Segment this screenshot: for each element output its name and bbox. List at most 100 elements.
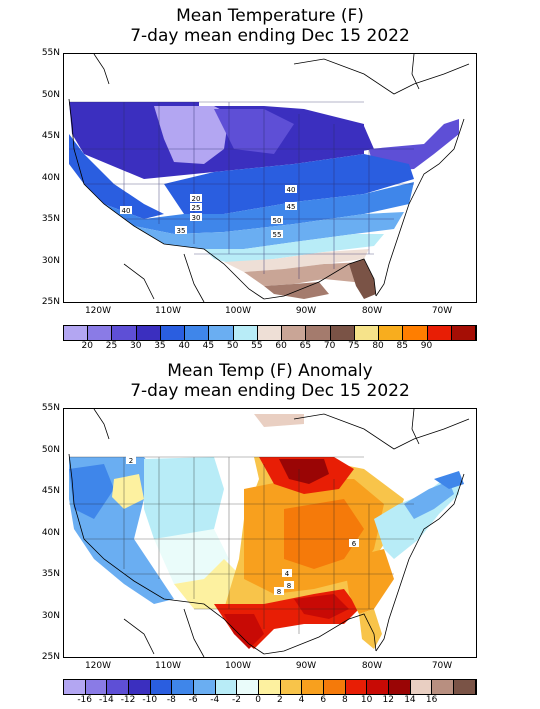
panel2-colorbar-swatch (324, 680, 346, 694)
panel1-lon-label: 100W (224, 306, 252, 316)
panel1-colorbar-label: 55 (251, 341, 263, 351)
panel1-lon-label: 110W (154, 306, 182, 316)
panel2-lon-label: 110W (154, 661, 182, 671)
panel2-lat-label: 45N (41, 486, 60, 496)
panel1-colorbar-label: 90 (420, 341, 433, 351)
panel1-colorbar-label: 30 (129, 341, 142, 351)
panel2-colorbar-swatch (432, 680, 455, 694)
p1-band-south-cyan (204, 234, 384, 264)
p1-band-south-pink (224, 249, 369, 272)
panel2-colorbar-swatch (64, 680, 86, 694)
panel1-colorbar-swatch (136, 326, 161, 340)
panel1-lon-label: 90W (295, 306, 317, 316)
panel1-colorbar-label: 60 (275, 341, 287, 351)
p2-contour-label-4: 4 (285, 570, 290, 578)
panel2-colorbar-label: 14 (404, 695, 416, 705)
p2-region-idaho-yellow (112, 474, 144, 509)
panel1-lon-label: 120W (84, 306, 112, 316)
panel2-colorbar-label: 8 (342, 695, 348, 705)
p1-band-greatlakes (304, 114, 374, 154)
panel2-colorbar-label: -14 (99, 695, 114, 705)
panel2-lon-label: 90W (295, 661, 317, 671)
panel2-colorbar-swatch (280, 680, 303, 694)
p1-band-northeast (369, 119, 459, 172)
panel2-colorbar-swatch (85, 680, 108, 694)
panel1-colorbar-swatch (354, 326, 380, 340)
panel2-map-svg: 2 6 4 8 8 (68, 409, 470, 657)
p1-band-florida (349, 259, 376, 299)
p1-contour-label-25: 25 (192, 204, 201, 212)
panel1-lat-label: 40N (41, 172, 60, 183)
panel2-title-line1: Mean Temp (F) Anomaly (167, 361, 373, 381)
panel1-colorbar-swatch (451, 326, 476, 340)
p2-region-southwest-yellow (174, 559, 239, 609)
panel1-colorbar-label: 20 (81, 341, 93, 351)
p2-region-rockies-lightblue (144, 457, 224, 549)
p1-band-southwest-skyblue (134, 212, 404, 249)
panel2-colorbar-swatch (410, 680, 433, 694)
panel1-colorbar-swatch (282, 326, 307, 340)
panel1-colorbar-label: 50 (226, 341, 239, 351)
panel2-lat-label: 50N (41, 444, 60, 455)
panel2-colorbar-swatch (259, 680, 281, 694)
p1-band-mid-lightblue (104, 182, 414, 234)
panel1-lat-label: 30N (41, 255, 60, 266)
panel2-colorbar-swatch (172, 680, 195, 694)
panel1-lat-label: 45N (41, 131, 60, 141)
panel2-colorbar-swatch (367, 680, 390, 694)
p1-contour-label-35: 35 (177, 227, 186, 235)
panel2-colorbar (63, 679, 477, 695)
panel2-colorbar-label: -4 (210, 695, 220, 705)
p2-region-newengland-blue (434, 471, 464, 489)
p2-contour-label-8b: 8 (277, 588, 281, 596)
panel1-colorbar-swatch (233, 326, 258, 340)
panel1-colorbar-label: 45 (202, 341, 215, 351)
panel2-colorbar-label: -10 (142, 695, 158, 705)
panel2-lat-label: 30N (41, 610, 60, 621)
panel2-colorbar-label: -16 (77, 695, 93, 705)
p2-region-canada-pink (254, 414, 304, 427)
panel1-colorbar-swatch (403, 326, 428, 340)
p1-band-central-lilac (154, 106, 229, 164)
panel2-colorbar-swatch (237, 680, 260, 694)
p1-contour-label-45: 45 (287, 203, 296, 211)
p1-contour-label-40-east: 40 (287, 186, 296, 194)
panel1-title-line2: 7-day mean ending Dec 15 2022 (130, 26, 410, 46)
panel1-colorbar-label: 70 (323, 341, 336, 351)
panel1-colorbar-swatch (427, 326, 452, 340)
panel2-colorbar-swatch (150, 680, 173, 694)
panel2-colorbar-label: -12 (120, 695, 136, 705)
p2-coastlines (68, 409, 470, 657)
panel2-colorbar-swatch (389, 680, 411, 694)
panel2-colorbar-swatch (107, 680, 130, 694)
p2-contour-label-8a: 8 (287, 582, 291, 590)
p1-contour-label-55: 55 (273, 231, 282, 239)
panel2-colorbar-swatch (454, 680, 476, 694)
p1-band-south-tan (244, 262, 369, 286)
panel1-colorbar-swatch (330, 326, 355, 340)
panel1-colorbar-label: 65 (299, 341, 312, 351)
panel1-colorbar-swatch (88, 326, 113, 340)
p1-band-mt-purple (214, 109, 294, 154)
panel2-colorbar-swatch (215, 680, 238, 694)
panel1-lat-label: 55N (41, 48, 60, 58)
panel1-colorbar-swatch (185, 326, 210, 340)
panel1-colorbar-swatch (112, 326, 137, 340)
p1-contour-labels: 20 25 30 35 40 40 45 50 55 (120, 185, 297, 239)
panel2-title-line2: 7-day mean ending Dec 15 2022 (130, 381, 410, 401)
p1-contour-label-30: 30 (192, 214, 201, 222)
panel1-colorbar-swatch (64, 326, 89, 340)
panel1-colorbar-swatch (160, 326, 186, 340)
p1-coastlines (68, 54, 470, 302)
panel2-lon-label: 70W (431, 661, 453, 671)
panel1-colorbar-swatch (379, 326, 404, 340)
panel2-colorbar-swatch (129, 680, 151, 694)
panel1-colorbar-label: 25 (105, 341, 118, 351)
p2-region-plains-cyan (154, 529, 229, 584)
panel1-colorbar (63, 325, 477, 341)
panel1-colorbar-swatch (257, 326, 283, 340)
panel1-colorbar-label: 75 (348, 341, 360, 351)
panel1-lat-label: 25N (41, 297, 60, 307)
p2-region-florida-yellow (359, 609, 382, 649)
panel2-colorbar-swatch (302, 680, 325, 694)
